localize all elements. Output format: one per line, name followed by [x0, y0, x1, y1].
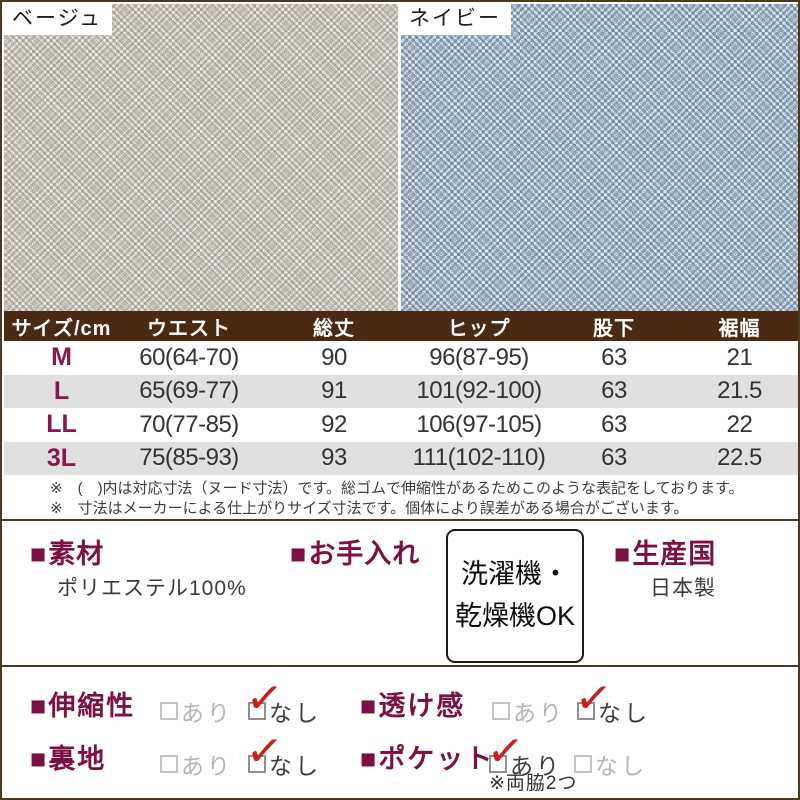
cell-hem: 21 — [726, 343, 753, 371]
square-bullet-icon: ■ — [360, 744, 379, 774]
table-row: 3L 75(85-93) 93 111(102-110) 63 22.5 — [4, 441, 798, 475]
material-heading: ■素材 — [30, 532, 104, 571]
fabric-swatch-beige: ベージュ — [4, 4, 398, 311]
cell-inseam: 63 — [601, 410, 627, 438]
col-header-length: 総丈 — [313, 317, 355, 340]
square-bullet-icon: ■ — [290, 539, 308, 569]
section-divider — [2, 665, 798, 667]
cell-hip: 106(97-105) — [416, 410, 542, 438]
cell-size: LL — [46, 410, 77, 439]
size-table: サイズ/cm ウエスト 総丈 ヒップ 股下 裾幅 M 60(64-70) 90 … — [4, 311, 798, 475]
square-bullet-icon: ■ — [360, 691, 379, 721]
option-label: あり — [513, 700, 565, 726]
square-bullet-icon: ■ — [30, 539, 48, 569]
fabric-swatch-navy: ネイビー — [401, 4, 798, 311]
checkbox[interactable]: ✓ — [244, 725, 286, 778]
square-bullet-icon: ■ — [30, 744, 49, 774]
table-row: L 65(69-77) 91 101(92-100) 63 21.5 — [4, 374, 798, 408]
cell-hem: 21.5 — [717, 377, 762, 405]
option-label: あり — [181, 700, 233, 726]
checkbox[interactable]: ✓ — [244, 672, 286, 725]
cell-size: L — [53, 376, 70, 405]
cell-hip: 96(87-95) — [429, 343, 529, 371]
checkbox[interactable]: ✓ — [492, 702, 510, 720]
col-header-hip: ヒップ — [447, 317, 511, 340]
care-box-line: 乾燥機OK — [454, 601, 575, 631]
lining-option-nashi[interactable]: ✓ なし — [244, 725, 321, 781]
cell-inseam: 63 — [601, 343, 627, 371]
col-header-inseam: 股下 — [593, 317, 635, 340]
care-heading-label: お手入れ — [308, 539, 421, 569]
checkbox[interactable]: ✓ — [574, 755, 592, 773]
pocket-note: ※両脇2つ — [489, 773, 578, 794]
cell-inseam: 63 — [601, 377, 627, 405]
cell-hem: 22 — [726, 410, 753, 438]
pocket-option-ari[interactable]: ✓ あり — [485, 725, 562, 781]
swatch-label-navy: ネイビー — [401, 4, 511, 36]
lining-heading-label: 裏地 — [48, 744, 107, 774]
country-value: 日本製 — [650, 577, 716, 600]
option-label: あり — [181, 753, 233, 779]
stretch-heading: ■伸縮性 — [30, 684, 135, 723]
sheerness-heading: ■透け感 — [360, 684, 465, 723]
pocket-heading: ■ポケット — [360, 737, 494, 776]
checkbox[interactable]: ✓ — [485, 725, 527, 778]
cell-length: 90 — [321, 343, 347, 371]
section-divider — [2, 519, 798, 521]
stretch-option-nashi[interactable]: ✓ なし — [244, 672, 321, 728]
lining-option-ari[interactable]: ✓ あり — [160, 747, 233, 781]
sheerness-heading-label: 透け感 — [378, 691, 466, 721]
cell-waist: 60(64-70) — [139, 343, 239, 371]
cell-size: 3L — [46, 443, 77, 472]
checkbox[interactable]: ✓ — [160, 702, 178, 720]
lining-heading: ■裏地 — [30, 737, 106, 776]
col-header-waist: ウエスト — [147, 317, 231, 340]
size-table-header-row: サイズ/cm ウエスト 総丈 ヒップ 股下 裾幅 — [4, 311, 798, 341]
col-header-hem: 裾幅 — [718, 317, 761, 340]
cell-length: 91 — [321, 377, 347, 405]
material-heading-label: 素材 — [48, 539, 105, 569]
option-label: なし — [269, 700, 321, 726]
cell-hem: 22.5 — [717, 444, 762, 472]
checkbox[interactable]: ✓ — [160, 755, 178, 773]
option-label: なし — [598, 700, 650, 726]
checkbox[interactable]: ✓ — [573, 672, 615, 725]
cell-waist: 70(77-85) — [139, 410, 239, 438]
cell-inseam: 63 — [601, 444, 627, 472]
option-label: なし — [269, 753, 321, 779]
table-row: LL 70(77-85) 92 106(97-105) 63 22 — [4, 408, 798, 442]
option-label: あり — [510, 753, 562, 779]
cell-length: 93 — [321, 444, 347, 472]
swatch-label-beige: ベージュ — [4, 4, 113, 36]
cell-waist: 65(69-77) — [139, 377, 239, 405]
cell-length: 92 — [321, 410, 347, 438]
col-header-size: サイズ/cm — [11, 317, 112, 340]
sheerness-option-ari[interactable]: ✓ あり — [492, 694, 565, 728]
stretch-option-ari[interactable]: ✓ あり — [160, 694, 233, 728]
size-note-line: ※ 寸法はメーカーによる仕上がりサイズ寸法です。個体により誤差がある場合がござい… — [50, 500, 689, 517]
care-instruction-box: 洗濯機・ 乾燥機OK — [446, 529, 584, 663]
pocket-heading-label: ポケット — [378, 744, 495, 774]
cell-hip: 111(102-110) — [412, 444, 546, 472]
cell-hip: 101(92-100) — [416, 377, 542, 405]
care-box-line: 洗濯機・ — [461, 559, 569, 590]
cell-waist: 75(85-93) — [139, 444, 239, 472]
size-notes: ※ ( )内は対応寸法（ヌード寸法）です。総ゴムで伸縮性があるためこのような表記… — [50, 480, 780, 520]
stretch-heading-label: 伸縮性 — [48, 691, 136, 721]
cell-size: M — [51, 343, 72, 372]
country-heading-label: 生産国 — [632, 539, 717, 569]
material-value: ポリエステル100% — [57, 577, 247, 600]
square-bullet-icon: ■ — [614, 539, 632, 569]
option-label: なし — [595, 753, 647, 779]
pocket-option-nashi[interactable]: ✓ なし — [574, 747, 647, 781]
square-bullet-icon: ■ — [30, 691, 49, 721]
size-note-line: ※ ( )内は対応寸法（ヌード寸法）です。総ゴムで伸縮性があるためこのような表記… — [50, 480, 744, 497]
sheerness-option-nashi[interactable]: ✓ なし — [573, 672, 650, 728]
country-heading: ■生産国 — [614, 532, 716, 571]
care-heading: ■お手入れ — [290, 532, 420, 571]
table-row: M 60(64-70) 90 96(87-95) 63 21 — [4, 341, 798, 375]
